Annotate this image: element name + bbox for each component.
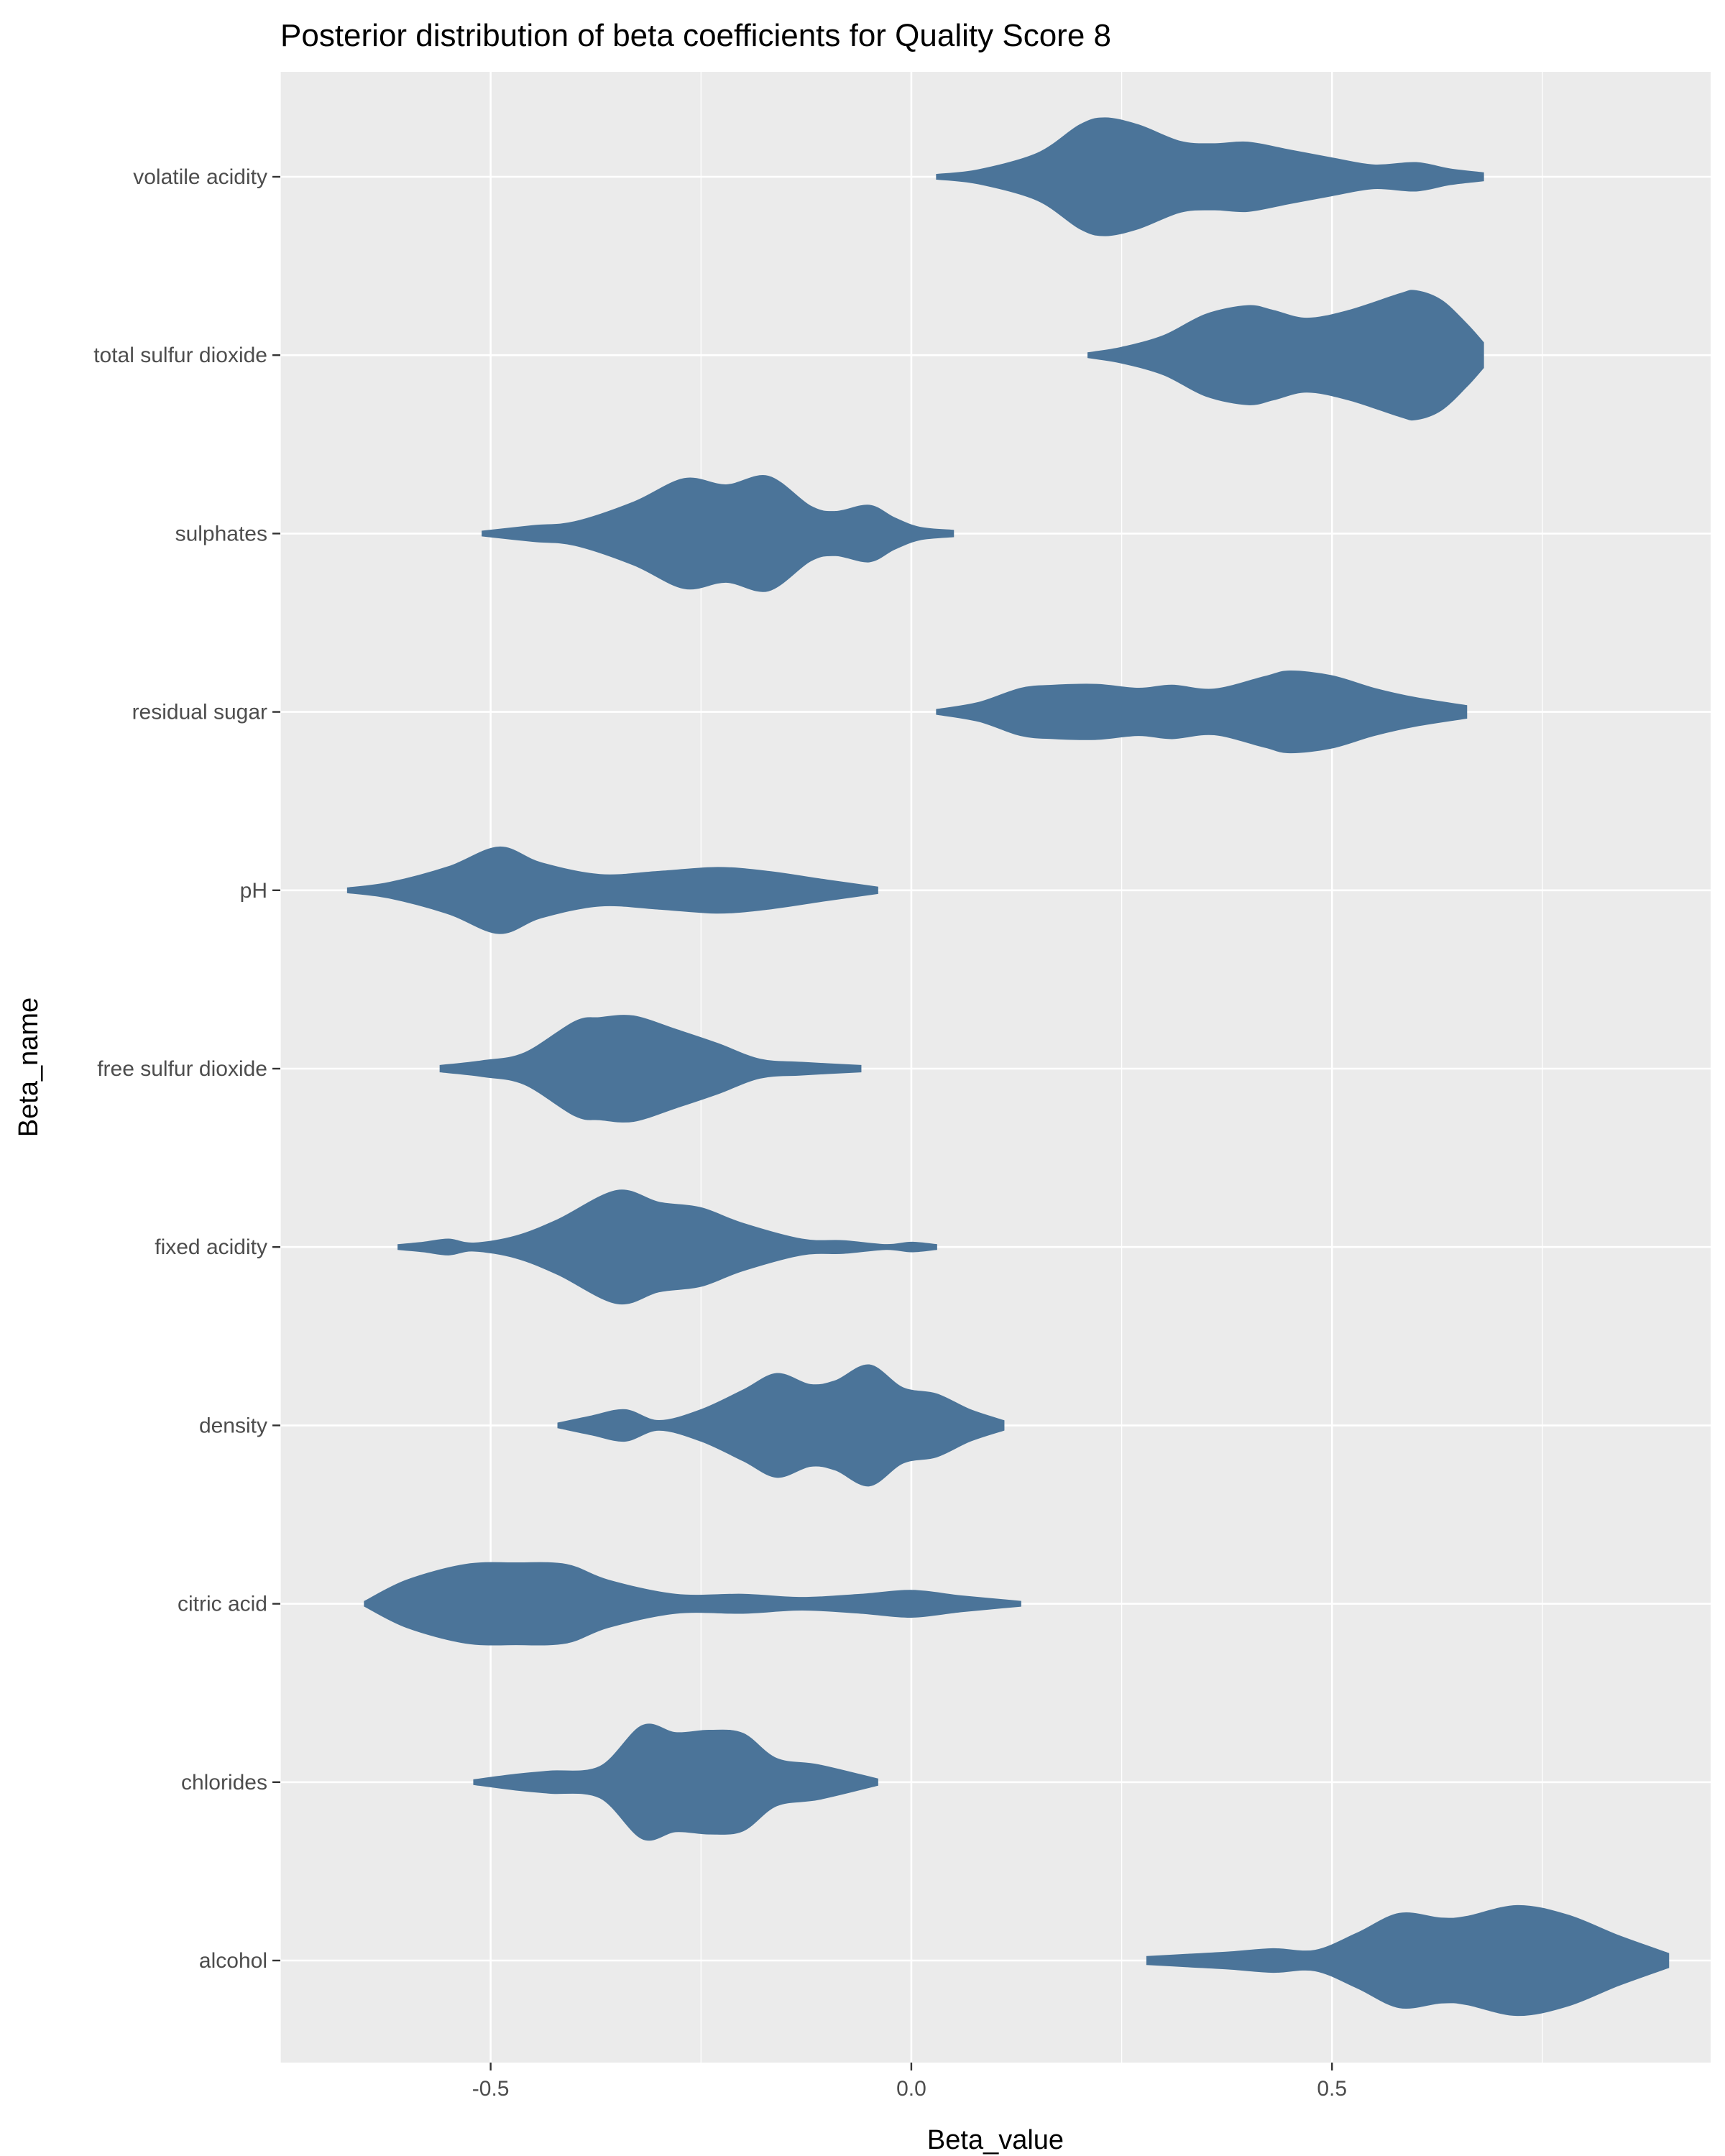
y-tick-label: density	[199, 1414, 267, 1437]
y-tick-label: total sulfur dioxide	[93, 344, 267, 367]
violins	[346, 117, 1670, 2017]
y-tick-label: volatile acidity	[133, 165, 267, 189]
y-tick-label: citric acid	[178, 1593, 267, 1616]
y-tick-label: sulphates	[175, 522, 267, 545]
violin-total-sulfur-dioxide	[1087, 290, 1484, 421]
y-tick-label: free sulfur dioxide	[97, 1057, 267, 1081]
violin-alcohol	[1146, 1904, 1670, 2017]
y-tick-label: alcohol	[199, 1949, 267, 1973]
y-tick-label: chlorides	[181, 1771, 267, 1795]
violin-chlorides	[473, 1723, 878, 1841]
violin-ph	[346, 846, 878, 934]
x-tick-label: 0.5	[1317, 2077, 1347, 2101]
chart-title: Posterior distribution of beta coefficie…	[280, 18, 1111, 53]
violin-density	[557, 1364, 1005, 1487]
x-tick-label: -0.5	[472, 2077, 510, 2101]
y-tick-label: pH	[240, 879, 267, 903]
y-tick-label: residual sugar	[132, 701, 267, 724]
violin-residual-sugar	[936, 671, 1468, 754]
violin-citric-acid	[364, 1562, 1021, 1646]
y-axis-title: Beta_name	[14, 998, 44, 1137]
violin-free-sulfur-dioxide	[439, 1015, 862, 1123]
violin-sulphates	[482, 475, 954, 592]
violin-fixed-acidity	[397, 1189, 937, 1305]
x-tick-label: 0.0	[896, 2077, 926, 2101]
x-axis-title: Beta_value	[927, 2125, 1064, 2155]
y-tick-label: fixed acidity	[155, 1235, 267, 1259]
x-axis: -0.5 0.0 0.5	[472, 2063, 1347, 2101]
violin-volatile-acidity	[936, 117, 1484, 236]
y-axis: volatile acidity total sulfur dioxide sulp…	[93, 165, 280, 1973]
